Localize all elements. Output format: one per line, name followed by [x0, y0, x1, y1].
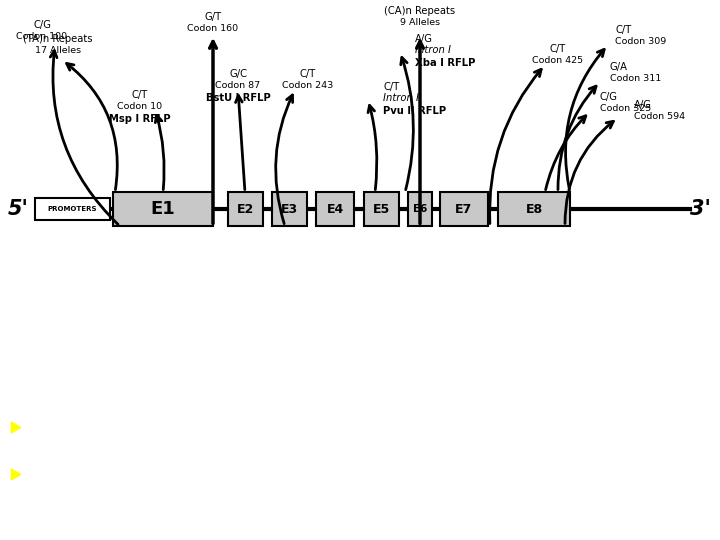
Text: E4: E4: [326, 203, 343, 216]
Text: (TA)n Repeats: (TA)n Repeats: [23, 34, 93, 44]
Bar: [113, 192, 213, 226]
Text: Meta-analysis: Xba I polymorphism is associated with BMD: Meta-analysis: Xba I polymorphism is ass…: [28, 460, 534, 475]
Text: Codon 325: Codon 325: [600, 104, 652, 113]
Text: C/T: C/T: [300, 69, 316, 79]
Text: C/T: C/T: [132, 90, 148, 100]
Text: G/T: G/T: [204, 12, 222, 22]
Text: E7: E7: [455, 203, 472, 216]
Text: Msp I RFLP: Msp I RFLP: [109, 113, 171, 124]
Bar: [440, 192, 488, 226]
Text: Sano et al. (1995): associations between the TA repeat: Sano et al. (1995): associations between…: [28, 413, 501, 428]
Text: Codon 160: Codon 160: [187, 24, 238, 33]
Text: A/G: A/G: [634, 100, 652, 110]
Text: C/G: C/G: [33, 20, 51, 30]
Text: C/T: C/T: [550, 44, 566, 54]
Bar: [272, 192, 307, 226]
Text: Intron I: Intron I: [415, 45, 451, 55]
Text: Intron I: Intron I: [383, 93, 419, 103]
Text: 3': 3': [690, 199, 711, 219]
Bar: [228, 192, 263, 226]
Text: A/G: A/G: [415, 34, 433, 44]
Text: Codon 594: Codon 594: [634, 112, 685, 120]
Bar: [498, 192, 570, 226]
Text: C/T: C/T: [615, 25, 631, 35]
Text: 17 Alleles: 17 Alleles: [35, 46, 81, 55]
Text: C/G: C/G: [600, 92, 618, 102]
Bar: [35, 198, 110, 220]
Text: Codon 311: Codon 311: [610, 74, 661, 83]
Text: Codon 309: Codon 309: [615, 37, 666, 46]
Text: (CA)n Repeats: (CA)n Repeats: [384, 6, 456, 16]
Bar: [316, 192, 354, 226]
Text: G/C: G/C: [229, 69, 247, 79]
Text: Xba I RFLP: Xba I RFLP: [415, 58, 475, 68]
Text: C/T: C/T: [383, 82, 400, 92]
Text: Codon 100: Codon 100: [17, 32, 68, 41]
Bar: [408, 192, 432, 226]
Text: Codon 425: Codon 425: [532, 56, 584, 65]
Text: E3: E3: [281, 203, 298, 216]
Text: 5': 5': [8, 199, 28, 219]
Text: Codon 87: Codon 87: [215, 80, 261, 90]
Text: E2: E2: [237, 203, 254, 216]
Text: E8: E8: [526, 203, 543, 216]
Text: E5: E5: [373, 203, 390, 216]
Text: polymorphism and BMD in Japanese women.: polymorphism and BMD in Japanese women.: [28, 429, 409, 444]
Text: E6: E6: [413, 204, 427, 214]
Text: 9 Alleles: 9 Alleles: [400, 18, 440, 27]
Text: G/A: G/A: [610, 62, 628, 72]
Text: PROMOTERS: PROMOTERS: [48, 206, 97, 212]
Text: Codon 10: Codon 10: [117, 102, 163, 111]
Text: Pvu II RFLP: Pvu II RFLP: [383, 106, 446, 116]
Bar: [364, 192, 399, 226]
Text: Codon 243: Codon 243: [282, 80, 333, 90]
Text: E1: E1: [150, 200, 176, 218]
Text: BstU I RFLP: BstU I RFLP: [206, 93, 271, 103]
Text: and OF  (Ioannidis et al., 2002).: and OF (Ioannidis et al., 2002).: [28, 476, 300, 491]
